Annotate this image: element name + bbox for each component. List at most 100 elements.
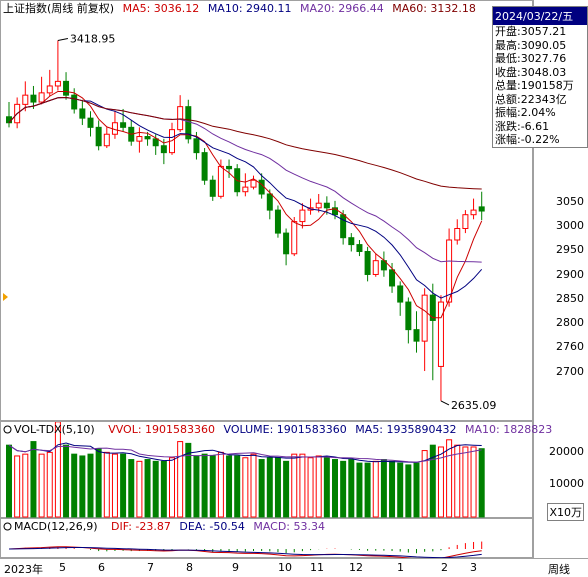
volume-bar bbox=[87, 453, 94, 518]
candle-body bbox=[462, 214, 469, 229]
volume-unit: X10万 bbox=[547, 503, 584, 521]
volume-bar bbox=[356, 462, 363, 518]
expand-arrow-icon bbox=[3, 293, 8, 301]
volume-bar bbox=[242, 457, 249, 518]
price-axis-label: 2900 bbox=[556, 268, 584, 281]
macd-chart-panel[interactable]: MACD(12,26,9) DIF: -23.87 DEA: -50.54 MA… bbox=[0, 518, 534, 559]
quote-low: 最低:3027.76 bbox=[495, 52, 567, 65]
volume-bar bbox=[152, 460, 159, 518]
index-title: 上证指数(周线 前复权) bbox=[3, 2, 115, 15]
ma60-label: MA60: 3132.18 bbox=[392, 2, 476, 15]
time-label: 1 bbox=[397, 561, 404, 574]
macd-value-label: MACD: 53.34 bbox=[253, 520, 325, 533]
macd-dea-line bbox=[8, 547, 482, 559]
candle-body bbox=[46, 85, 53, 94]
volume-bar bbox=[201, 453, 208, 518]
volume-ma10-line bbox=[8, 444, 482, 463]
volume-bar bbox=[185, 442, 192, 518]
candle-body bbox=[470, 209, 477, 216]
volume-bar bbox=[128, 459, 135, 518]
volume-bar bbox=[209, 455, 216, 518]
volume-bar bbox=[470, 446, 477, 518]
time-label: 6 bbox=[98, 561, 105, 574]
volume-chart-panel[interactable]: VOL-TDX(5,10) VVOL: 1901583360 VOLUME: 1… bbox=[0, 421, 552, 519]
period-label[interactable]: 周线 bbox=[548, 563, 570, 576]
candle-body bbox=[356, 244, 363, 252]
price-axis-label: 2950 bbox=[556, 243, 584, 256]
candle-body bbox=[54, 80, 61, 87]
volume-bar bbox=[120, 453, 127, 518]
ma10-line bbox=[8, 96, 483, 299]
volume-header: VOL-TDX(5,10) VVOL: 1901583360 VOLUME: 1… bbox=[3, 423, 557, 436]
volume-bar bbox=[405, 464, 412, 518]
volume-bar bbox=[315, 455, 322, 518]
volume-bar bbox=[95, 448, 102, 518]
volume-chart[interactable] bbox=[1, 422, 534, 519]
candle-body bbox=[22, 94, 29, 105]
volume-bar bbox=[160, 460, 167, 518]
candle-body bbox=[429, 294, 436, 321]
volume-axis: 20000 10000 X10万 bbox=[533, 421, 588, 521]
volume-bar bbox=[6, 444, 12, 518]
candle-body bbox=[283, 232, 290, 255]
candle-body bbox=[454, 227, 461, 241]
price-axis-label: 2850 bbox=[556, 292, 584, 305]
vol-indicator-name[interactable]: VOL-TDX(5,10) bbox=[3, 423, 100, 436]
time-label: 3 bbox=[470, 561, 477, 574]
candle-body bbox=[266, 193, 273, 211]
candle-body bbox=[332, 207, 338, 216]
candle-body bbox=[389, 269, 396, 287]
volume-bar bbox=[478, 448, 485, 518]
macd-indicator-name[interactable]: MACD(12,26,9) bbox=[3, 520, 103, 533]
ma60-line bbox=[8, 96, 482, 190]
volume-bar bbox=[446, 439, 453, 518]
candle-body bbox=[364, 250, 371, 275]
high-price-annotation: 3418.95 bbox=[70, 32, 116, 45]
candle-body bbox=[95, 126, 102, 147]
dea-label: DEA: -50.54 bbox=[179, 520, 245, 533]
volume-bar bbox=[266, 457, 273, 518]
price-axis-label: 2800 bbox=[556, 316, 584, 329]
expand-side-button[interactable] bbox=[1, 286, 9, 308]
volume-bar bbox=[462, 446, 469, 518]
ma5-label: MA5: 3036.12 bbox=[122, 2, 200, 15]
price-chart-panel[interactable]: 上证指数(周线 前复权) MA5: 3036.12 MA10: 2940.11 … bbox=[0, 0, 533, 421]
quote-info-box: 2024/03/22/五 开盘:3057.21 最高:3090.05 最低:30… bbox=[492, 6, 588, 148]
volume-bar bbox=[274, 457, 281, 518]
quote-amplitude: 振幅:2.04% bbox=[495, 106, 556, 119]
price-axis-label: 3000 bbox=[556, 219, 584, 232]
candle-body bbox=[71, 94, 78, 110]
price-axis-label: 2760 bbox=[556, 340, 584, 353]
candle-body bbox=[103, 133, 110, 147]
candle-body bbox=[242, 186, 249, 193]
price-chart-header: 上证指数(周线 前复权) MA5: 3036.12 MA10: 2940.11 … bbox=[3, 2, 481, 15]
time-axis: 2023年 5 6 7 8 9 10 11 12 1 2 3 周线 bbox=[0, 558, 588, 577]
volume-bar bbox=[193, 455, 200, 518]
volume-bar bbox=[364, 462, 371, 518]
volume-label: VOLUME: 1901583360 bbox=[223, 423, 347, 436]
volume-bar bbox=[291, 453, 298, 518]
volume-bar bbox=[332, 459, 338, 518]
volume-bar bbox=[372, 460, 379, 518]
quote-high: 最高:3090.05 bbox=[495, 38, 567, 52]
quote-amount: 总额:22343亿 bbox=[495, 92, 567, 106]
price-chart[interactable]: 3418.95 2635.09 bbox=[1, 1, 534, 422]
candle-body bbox=[299, 209, 306, 223]
time-label: 11 bbox=[310, 561, 324, 574]
volume-bar bbox=[226, 455, 233, 518]
macd-chart[interactable] bbox=[1, 519, 534, 559]
volume-bar bbox=[169, 457, 175, 518]
volume-bar bbox=[437, 446, 444, 518]
macd-axis bbox=[533, 518, 588, 558]
volume-bar bbox=[234, 455, 241, 518]
candle-body bbox=[323, 202, 330, 209]
ma20-label: MA20: 2966.44 bbox=[300, 2, 384, 15]
time-label: 2023年 bbox=[4, 563, 43, 576]
quote-date: 2024/03/22/五 bbox=[493, 7, 587, 25]
volume-bar bbox=[299, 453, 306, 518]
candle-body bbox=[446, 239, 453, 303]
candle-body bbox=[193, 138, 200, 154]
volume-bar bbox=[421, 450, 428, 518]
low-pointer bbox=[440, 400, 450, 406]
time-label: 2 bbox=[441, 561, 448, 574]
